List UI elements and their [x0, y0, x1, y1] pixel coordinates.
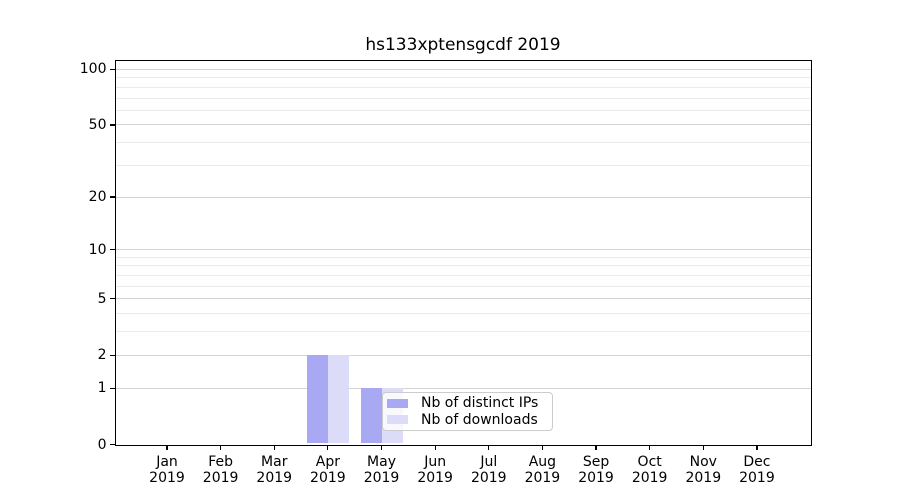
chart-title: hs133xptensgcdf 2019	[365, 35, 561, 55]
x-tick-label: Mar 2019	[239, 454, 309, 487]
legend: Nb of distinct IPs Nb of downloads	[382, 392, 553, 431]
x-tick-label: Oct 2019	[615, 454, 685, 487]
y-tick-label: 1	[97, 380, 107, 397]
y-tick-label: 20	[88, 189, 107, 206]
y-tick-label: 10	[88, 241, 107, 258]
legend-item-downloads: Nb of downloads	[387, 412, 546, 428]
y-tick-label: 100	[79, 61, 107, 78]
x-tick-year: 2019	[310, 470, 346, 486]
x-tick-year: 2019	[524, 470, 561, 486]
x-tick-month: Oct	[637, 453, 662, 470]
x-tick-label: Nov 2019	[668, 454, 738, 487]
minor-gridline	[115, 256, 811, 258]
x-tick-year: 2019	[685, 470, 722, 486]
minor-gridline	[115, 331, 811, 333]
major-gridline	[115, 354, 811, 356]
y-tick-label: 0	[97, 436, 107, 453]
x-tick	[166, 445, 168, 450]
major-gridline	[115, 124, 811, 126]
minor-gridline	[115, 274, 811, 276]
minor-gridline	[115, 164, 811, 166]
x-tick-label: Aug 2019	[507, 454, 577, 487]
y-tick-label: 5	[97, 290, 107, 307]
x-tick-month: Feb	[208, 453, 234, 470]
x-tick	[380, 445, 383, 450]
y-tick	[109, 68, 115, 70]
legend-item-distinct-ips: Nb of distinct IPs	[387, 395, 546, 411]
x-tick	[488, 445, 490, 450]
x-tick-month: Jul	[480, 453, 498, 470]
x-tick-month: Mar	[261, 453, 288, 470]
x-tick-year: 2019	[256, 470, 293, 486]
x-tick	[273, 445, 275, 450]
x-tick-label: Jan 2019	[132, 454, 202, 487]
x-tick-month: Nov	[689, 453, 717, 470]
x-tick-month: Apr	[315, 453, 340, 470]
bar-downloads-apr	[327, 355, 349, 444]
x-tick-year: 2019	[470, 470, 507, 486]
minor-gridline	[115, 109, 811, 111]
x-tick	[434, 445, 436, 450]
y-tick	[109, 298, 115, 300]
x-tick-label: Sep 2019	[561, 454, 631, 487]
y-tick-label: 2	[97, 347, 107, 364]
x-tick-month: Jan	[156, 453, 178, 470]
legend-label-downloads: Nb of downloads	[421, 411, 538, 428]
x-tick	[327, 445, 329, 450]
x-tick	[649, 445, 651, 450]
x-tick	[541, 445, 543, 450]
x-tick-year: 2019	[631, 470, 668, 486]
legend-label-distinct-ips: Nb of distinct IPs	[421, 395, 539, 412]
y-tick	[109, 249, 115, 251]
x-tick-label: Apr 2019	[293, 454, 363, 487]
major-gridline	[115, 196, 811, 198]
plot-spines	[114, 60, 812, 446]
x-tick-year: 2019	[739, 470, 775, 486]
x-tick-year: 2019	[363, 470, 400, 486]
legend-swatch-distinct-ips	[387, 399, 408, 408]
major-gridline	[115, 68, 811, 70]
major-gridline	[115, 249, 811, 251]
x-tick	[220, 445, 222, 450]
major-gridline	[115, 387, 811, 389]
minor-gridline	[115, 285, 811, 287]
y-tick	[109, 443, 115, 446]
y-tick	[109, 354, 115, 356]
x-tick	[702, 445, 704, 450]
x-tick-label: Dec 2019	[722, 454, 792, 487]
x-tick	[595, 445, 597, 450]
x-tick-month: Dec	[743, 453, 771, 470]
x-tick-year: 2019	[149, 470, 185, 486]
y-tick	[109, 196, 115, 198]
x-tick-label: Jul 2019	[454, 454, 524, 487]
minor-gridline	[115, 97, 811, 99]
x-tick-label: Jun 2019	[400, 454, 470, 487]
x-tick-year: 2019	[417, 470, 453, 486]
x-tick-year: 2019	[202, 470, 239, 486]
x-tick-month: Sep	[582, 453, 610, 470]
y-tick	[109, 124, 115, 126]
x-tick-month: Aug	[528, 453, 557, 470]
x-tick-label: May 2019	[347, 454, 417, 487]
minor-gridline	[115, 77, 811, 79]
bar-distinct-ips-apr	[306, 355, 328, 444]
x-tick-month: Jun	[424, 453, 447, 470]
x-tick	[756, 445, 758, 450]
minor-gridline	[115, 142, 811, 144]
x-tick-month: May	[367, 453, 396, 470]
major-gridline	[115, 298, 811, 300]
y-tick	[109, 387, 115, 389]
minor-gridline	[115, 265, 811, 267]
legend-swatch-downloads	[387, 415, 408, 424]
y-tick-label: 50	[88, 116, 107, 133]
x-tick-year: 2019	[578, 470, 614, 486]
minor-gridline	[115, 313, 811, 315]
minor-gridline	[115, 86, 811, 88]
bar-distinct-ips-may	[360, 388, 382, 444]
x-tick-label: Feb 2019	[186, 454, 256, 487]
